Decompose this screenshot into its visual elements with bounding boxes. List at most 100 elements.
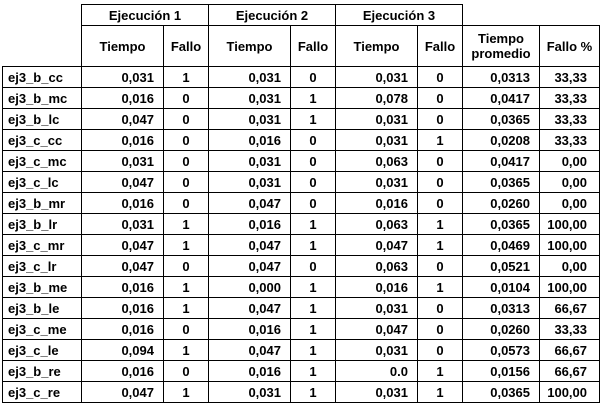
column-header-fallo-3: Fallo <box>417 25 463 67</box>
cell-tiempo-1: 0,016 <box>81 318 164 340</box>
row-label: ej3_c_le <box>2 339 82 361</box>
cell-tiempo-3: 0.0 <box>335 360 418 382</box>
table-row: ej3_c_me 0,016 0 0,016 1 0,047 0 0,0260 33,33 <box>2 318 600 340</box>
column-header-tiempo-2: Tiempo <box>208 25 291 67</box>
cell-tiempo-2: 0,047 <box>208 297 291 319</box>
cell-fallo-3: 0 <box>417 108 463 130</box>
cell-tiempo-3: 0,031 <box>335 66 418 88</box>
cell-fallo-3: 0 <box>417 297 463 319</box>
row-label: ej3_b_mr <box>2 192 82 214</box>
cell-tiempo-1: 0,047 <box>81 255 164 277</box>
cell-tiempo-promedio: 0,0521 <box>462 255 540 277</box>
cell-fallo-2: 0 <box>290 129 336 151</box>
cell-tiempo-3: 0,047 <box>335 234 418 256</box>
cell-tiempo-3: 0,031 <box>335 108 418 130</box>
cell-fallo-3: 1 <box>417 381 463 403</box>
column-header-fallo-pct: Fallo % <box>539 25 600 67</box>
row-label: ej3_b_lr <box>2 213 82 235</box>
cell-fallo-pct: 33,33 <box>539 108 600 130</box>
cell-tiempo-3: 0,031 <box>335 171 418 193</box>
cell-fallo-3: 1 <box>417 129 463 151</box>
cell-tiempo-1: 0,047 <box>81 234 164 256</box>
cell-fallo-2: 0 <box>290 150 336 172</box>
table-row: ej3_c_mc 0,031 0 0,031 0 0,063 0 0,0417 0,00 <box>2 150 600 172</box>
cell-tiempo-1: 0,016 <box>81 276 164 298</box>
cell-fallo-1: 0 <box>163 87 209 109</box>
cell-fallo-2: 1 <box>290 318 336 340</box>
cell-fallo-pct: 100,00 <box>539 213 600 235</box>
cell-tiempo-1: 0,016 <box>81 192 164 214</box>
row-label: ej3_b_me <box>2 276 82 298</box>
cell-fallo-3: 1 <box>417 276 463 298</box>
cell-tiempo-promedio: 0,0417 <box>462 150 540 172</box>
cell-fallo-3: 0 <box>417 339 463 361</box>
row-label: ej3_b_re <box>2 360 82 382</box>
cell-fallo-pct: 33,33 <box>539 66 600 88</box>
row-label: ej3_c_cc <box>2 129 82 151</box>
cell-tiempo-2: 0,047 <box>208 255 291 277</box>
cell-fallo-2: 0 <box>290 255 336 277</box>
blank-cell-fallo-pct <box>540 5 600 26</box>
row-label: ej3_b_mc <box>2 87 82 109</box>
cell-tiempo-2: 0,031 <box>208 108 291 130</box>
cell-fallo-pct: 0,00 <box>539 192 600 214</box>
cell-fallo-pct: 66,67 <box>539 297 600 319</box>
table-row: ej3_c_lr 0,047 0 0,047 0 0,063 0 0,0521 0,00 <box>2 255 600 277</box>
cell-tiempo-promedio: 0,0313 <box>462 297 540 319</box>
group-header-ejecucion-1: Ejecución 1 <box>81 4 209 26</box>
row-label: ej3_c_me <box>2 318 82 340</box>
cell-fallo-pct: 0,00 <box>539 255 600 277</box>
table-row: ej3_b_mc 0,016 0 0,031 1 0,078 0 0,0417 33,33 <box>2 87 600 109</box>
cell-tiempo-2: 0,016 <box>208 213 291 235</box>
column-header-tiempo-1: Tiempo <box>81 25 164 67</box>
cell-fallo-3: 0 <box>417 192 463 214</box>
cell-tiempo-3: 0,063 <box>335 255 418 277</box>
cell-tiempo-2: 0,031 <box>208 150 291 172</box>
cell-fallo-pct: 66,67 <box>539 360 600 382</box>
column-header-tiempo-3: Tiempo <box>335 25 418 67</box>
cell-tiempo-3: 0,078 <box>335 87 418 109</box>
cell-fallo-1: 1 <box>163 339 209 361</box>
cell-fallo-2: 1 <box>290 297 336 319</box>
cell-tiempo-3: 0,047 <box>335 318 418 340</box>
cell-fallo-pct: 33,33 <box>539 87 600 109</box>
cell-fallo-pct: 33,33 <box>539 129 600 151</box>
cell-tiempo-1: 0,047 <box>81 108 164 130</box>
cell-tiempo-promedio: 0,0156 <box>462 360 540 382</box>
cell-tiempo-2: 0,016 <box>208 318 291 340</box>
cell-fallo-1: 1 <box>163 66 209 88</box>
cell-tiempo-2: 0,031 <box>208 66 291 88</box>
table-row: ej3_b_mr 0,016 0 0,047 0 0,016 0 0,0260 0,00 <box>2 192 600 214</box>
cell-fallo-1: 0 <box>163 192 209 214</box>
cell-tiempo-promedio: 0,0365 <box>462 213 540 235</box>
cell-fallo-2: 1 <box>290 360 336 382</box>
cell-fallo-2: 0 <box>290 171 336 193</box>
cell-fallo-3: 0 <box>417 255 463 277</box>
cell-tiempo-2: 0,016 <box>208 360 291 382</box>
cell-fallo-3: 1 <box>417 360 463 382</box>
cell-tiempo-1: 0,016 <box>81 360 164 382</box>
cell-tiempo-1: 0,047 <box>81 381 164 403</box>
cell-fallo-pct: 0,00 <box>539 150 600 172</box>
cell-fallo-2: 1 <box>290 234 336 256</box>
cell-fallo-3: 0 <box>417 171 463 193</box>
cell-tiempo-1: 0,016 <box>81 129 164 151</box>
blank-cell-label <box>3 26 82 67</box>
cell-fallo-pct: 100,00 <box>539 276 600 298</box>
cell-fallo-1: 0 <box>163 360 209 382</box>
cell-tiempo-2: 0,016 <box>208 129 291 151</box>
table-row: ej3_b_cc 0,031 1 0,031 0 0,031 0 0,0313 33,33 <box>2 66 600 88</box>
column-header-fallo-2: Fallo <box>290 25 336 67</box>
table-row: ej3_c_re 0,047 1 0,031 1 0,031 1 0,0365 100,00 <box>2 381 600 403</box>
cell-fallo-3: 1 <box>417 234 463 256</box>
blank-cell-promedio <box>463 5 540 26</box>
table-body: Ejecución 1 Ejecución 2 Ejecución 3 Tiem… <box>2 4 600 403</box>
cell-fallo-1: 0 <box>163 150 209 172</box>
cell-tiempo-2: 0,031 <box>208 171 291 193</box>
cell-tiempo-promedio: 0,0573 <box>462 339 540 361</box>
cell-tiempo-3: 0,031 <box>335 339 418 361</box>
cell-fallo-2: 0 <box>290 66 336 88</box>
cell-tiempo-2: 0,047 <box>208 339 291 361</box>
table-row: ej3_c_cc 0,016 0 0,016 0 0,031 1 0,0208 33,33 <box>2 129 600 151</box>
cell-fallo-1: 1 <box>163 234 209 256</box>
